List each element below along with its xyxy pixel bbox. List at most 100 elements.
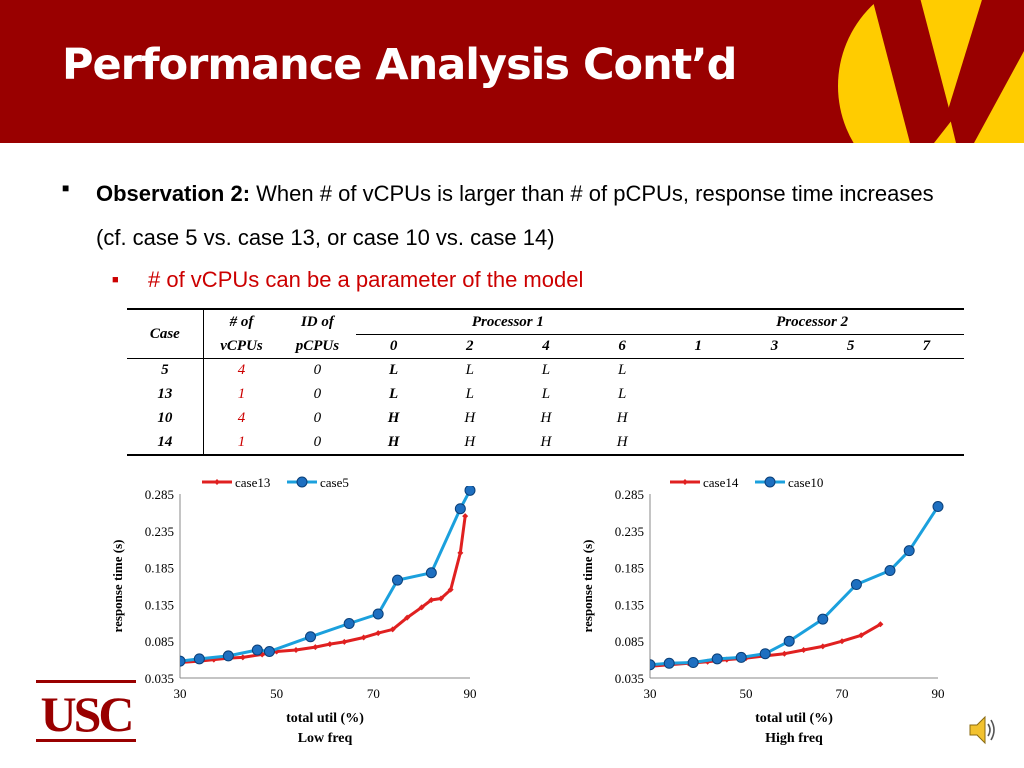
cell-case: 10 <box>157 409 173 426</box>
header-pcpus-1: ID of <box>300 314 334 330</box>
point-case5 <box>263 646 275 658</box>
x-axis-label: total util (%) <box>286 711 364 726</box>
point-case10 <box>783 635 795 647</box>
point-case14 <box>858 632 865 639</box>
legend-marker-case14 <box>682 479 688 485</box>
cell-pcpus: 0 <box>313 409 322 426</box>
cell-p1: H <box>616 409 628 426</box>
cell-p1: L <box>541 385 551 402</box>
legend-label-case10: case10 <box>788 475 823 490</box>
legend-label-case14: case14 <box>703 475 739 490</box>
plot-area <box>180 486 476 667</box>
point-case13 <box>375 630 382 637</box>
point-case14 <box>819 643 826 650</box>
table-row: 14 1 0 H H H H <box>127 430 964 454</box>
y-tick-label: 0.235 <box>615 524 644 539</box>
y-tick-label: 0.135 <box>145 597 174 612</box>
cell-p1: L <box>465 361 474 378</box>
header-vcpus-2: vCPUs <box>202 334 280 359</box>
cell-p1: H <box>387 409 400 426</box>
point-case13 <box>239 654 246 661</box>
y-tick-label: 0.035 <box>615 671 644 686</box>
chart-caption: Low freq <box>298 731 353 746</box>
cell-vcpus: 4 <box>202 406 280 430</box>
cell-p1: H <box>464 433 476 450</box>
point-case10 <box>687 657 699 669</box>
cell-p1: L <box>617 361 627 378</box>
point-case13 <box>360 634 367 641</box>
header-p1-col: 0 <box>355 334 432 359</box>
plot-area <box>650 501 944 671</box>
header-p1-col: 6 <box>584 334 661 359</box>
x-tick-label: 30 <box>644 686 657 701</box>
case-table: Case # of ID of Processor 1 Processor 2 … <box>127 308 964 456</box>
sub-bullet-text: # of vCPUs can be a parameter of the mod… <box>148 267 584 292</box>
y-axis-label: response time (s) <box>110 540 125 633</box>
speaker-icon[interactable] <box>968 713 998 747</box>
cell-pcpus: 0 <box>313 433 322 450</box>
legend-marker-case10 <box>764 476 776 488</box>
point-case13 <box>462 513 469 520</box>
y-tick-label: 0.285 <box>145 487 174 502</box>
cell-pcpus: 0 <box>313 385 322 402</box>
table-row: 10 4 0 H H H H <box>127 406 964 430</box>
header-vcpus-1: # of <box>202 310 280 334</box>
point-case13 <box>210 656 217 663</box>
header-p2-col: 3 <box>736 334 813 359</box>
slide-title: Performance Analysis Cont’d <box>62 40 737 90</box>
y-tick-label: 0.185 <box>615 561 644 576</box>
cell-vcpus: 4 <box>202 358 280 382</box>
cell-p1: H <box>540 409 552 426</box>
table-row: 13 1 0 L L L L <box>127 382 964 406</box>
point-case13 <box>418 604 425 611</box>
point-case10 <box>650 659 656 671</box>
low-freq-chart-svg: 0.035 0.085 0.135 0.185 0.235 0.285 30 50 70 90 re… <box>110 475 477 746</box>
point-case5 <box>251 644 263 656</box>
y-tick-label: 0.135 <box>615 597 644 612</box>
point-case14 <box>781 650 788 657</box>
cell-pcpus: 0 <box>313 361 322 378</box>
high-freq-chart-svg: 0.035 0.085 0.135 0.185 0.235 0.285 30 50 70 90 re… <box>580 475 945 746</box>
header-processor-2: Processor 2 <box>660 310 964 335</box>
cell-case: 14 <box>157 433 173 450</box>
usc-logo-icon: USC <box>36 680 136 742</box>
point-case13 <box>404 614 411 621</box>
point-case10 <box>711 653 723 665</box>
table-row: 5 4 0 L L L L <box>127 358 964 382</box>
point-case13 <box>312 644 319 651</box>
y-tick-label: 0.185 <box>145 561 174 576</box>
usc-v-logo-icon <box>838 0 1024 143</box>
point-case14 <box>877 621 884 628</box>
y-tick-label: 0.285 <box>615 487 644 502</box>
header-case: Case <box>127 310 204 359</box>
point-case5 <box>454 503 466 515</box>
x-tick-label: 70 <box>836 686 849 701</box>
x-tick-label: 90 <box>932 686 945 701</box>
point-case5 <box>193 653 205 665</box>
square-bullet-icon: ■ <box>62 181 70 195</box>
x-tick-label: 50 <box>270 686 283 701</box>
high-freq-chart: 0.035 0.085 0.135 0.185 0.235 0.285 30 50 70 90 re… <box>520 470 960 762</box>
cell-vcpus: 1 <box>202 382 280 406</box>
y-tick-label: 0.085 <box>145 634 174 649</box>
point-case10 <box>735 651 747 663</box>
header-processor-1: Processor 1 <box>355 310 661 335</box>
point-case5 <box>222 650 234 662</box>
cell-p1: L <box>541 361 551 378</box>
point-case13 <box>293 647 299 654</box>
point-case10 <box>903 545 915 557</box>
point-case10 <box>817 613 829 625</box>
chart-caption: High freq <box>765 731 823 746</box>
cell-vcpus: 1 <box>202 430 280 454</box>
point-case5 <box>305 631 316 643</box>
point-case5 <box>180 655 186 667</box>
cell-p1: H <box>616 433 628 450</box>
header-p1-col: 2 <box>431 334 508 359</box>
point-case5 <box>343 618 355 630</box>
observation-text: When # of vCPUs is larger than # of pCPU… <box>96 181 934 250</box>
point-case14 <box>800 647 807 654</box>
x-tick-label: 70 <box>367 686 380 701</box>
cell-p1: L <box>617 385 627 402</box>
sub-bullet: ■ # of vCPUs can be a parameter of the m… <box>112 264 583 296</box>
cell-p1: H <box>387 433 400 450</box>
